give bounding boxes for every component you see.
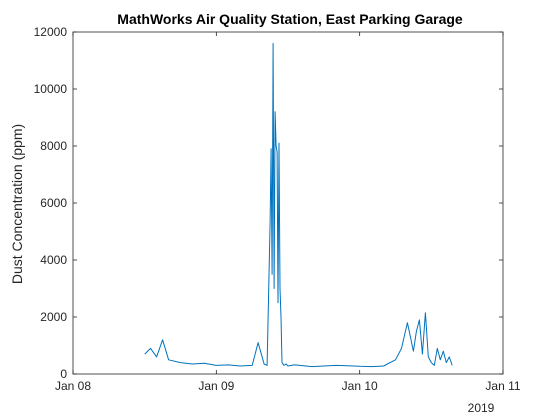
x-tick-label: Jan 10 [342,379,378,393]
y-tick-label: 8000 [40,139,67,153]
x-tick-label: Jan 08 [55,379,91,393]
axes-box [72,31,504,375]
chart-title: MathWorks Air Quality Station, East Park… [117,11,463,27]
plot-area: 0 2000 4000 6000 8000 10000 12000 Jan 08 Jan 09 J… [34,25,521,393]
y-axis-label: Dust Concentration (ppm) [9,124,25,284]
y-tick-label: 12000 [34,25,68,39]
y-tick-label: 4000 [40,253,67,267]
x-tick-label: Jan 09 [198,379,234,393]
y-tick-label: 10000 [34,82,68,96]
y-tick-label: 6000 [40,196,67,210]
x-tick-label: Jan 11 [485,379,520,393]
y-tick-label: 0 [60,367,67,381]
x-axis-year-label: 2019 [468,401,495,415]
series-line [144,42,453,368]
y-tick-label: 2000 [40,310,67,324]
